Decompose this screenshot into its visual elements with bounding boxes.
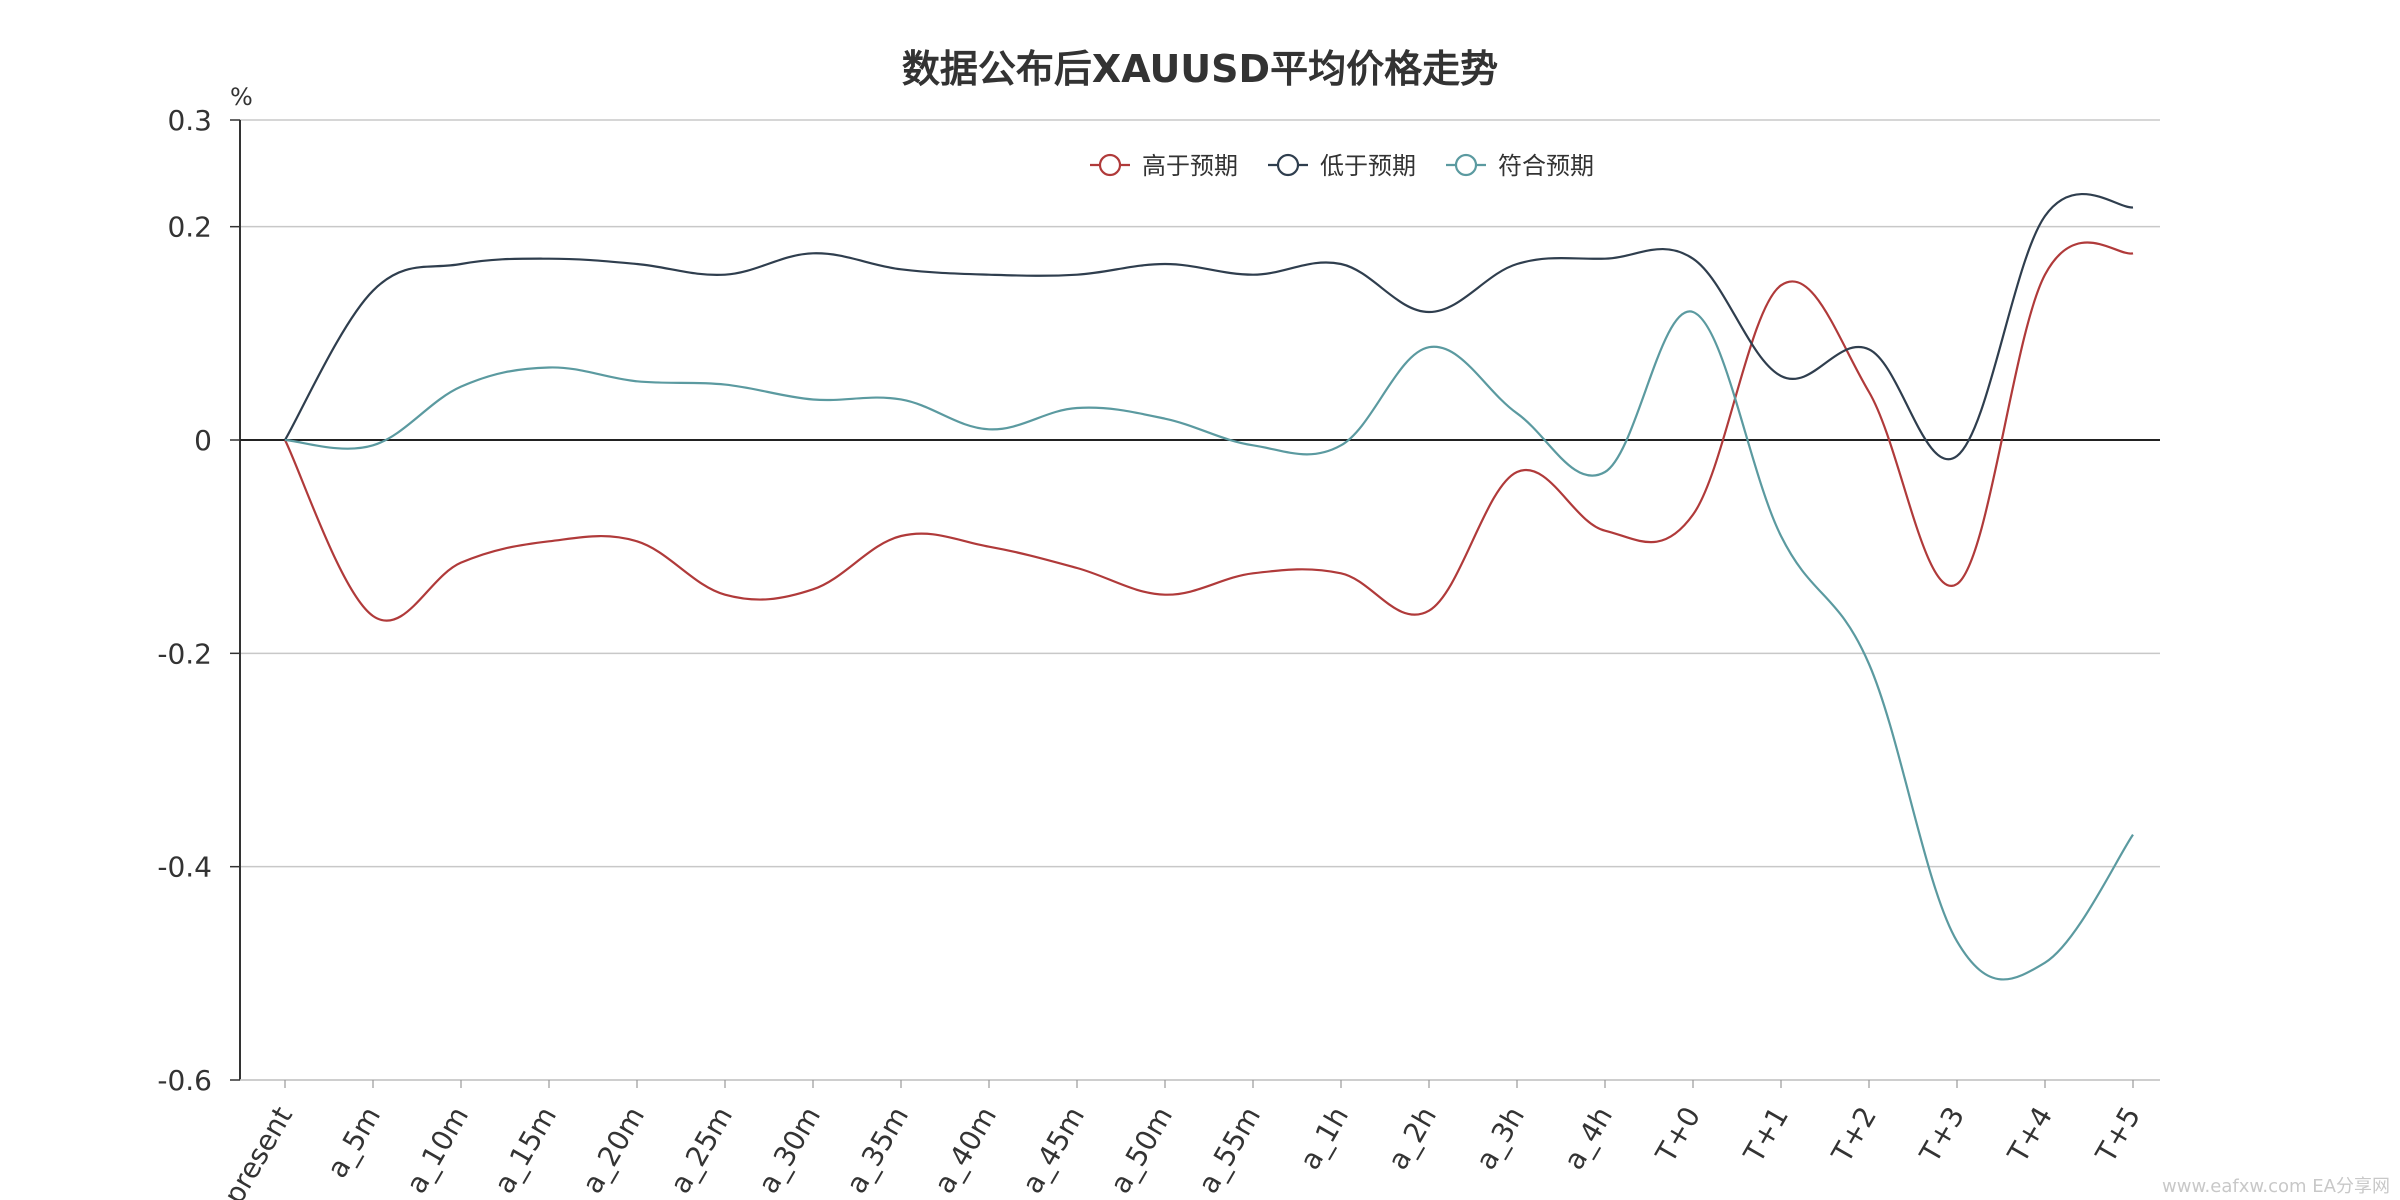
x-tick-label: a_15m xyxy=(487,1101,563,1199)
x-tick-label: a_5m xyxy=(320,1101,387,1184)
series-line-0 xyxy=(284,241,2134,622)
y-tick-label: 0.2 xyxy=(167,211,212,244)
x-tick-label: a_10m xyxy=(399,1101,475,1199)
chart-title: 数据公布后XAUUSD平均价格走势 xyxy=(902,47,1498,91)
x-tick-label: a_35m xyxy=(839,1101,915,1199)
x-tick-label: a_40m xyxy=(927,1101,1003,1199)
legend-item-2[interactable]: 符合预期 xyxy=(1446,152,1594,180)
x-tick-label: present xyxy=(217,1101,299,1200)
series-line-1 xyxy=(284,193,2134,461)
legend-circle-icon xyxy=(1098,153,1122,177)
y-tick-label: -0.6 xyxy=(157,1064,212,1097)
x-tick-label: a_4h xyxy=(1557,1101,1619,1175)
legend-circle-icon xyxy=(1454,153,1478,177)
x-tick-label: a_1h xyxy=(1293,1101,1355,1175)
x-tick-label: a_50m xyxy=(1103,1101,1179,1199)
legend-circle-icon xyxy=(1276,153,1300,177)
x-tick-label: T+4 xyxy=(2001,1101,2059,1169)
series-lines xyxy=(284,193,2134,981)
legend-item-1[interactable]: 低于预期 xyxy=(1268,152,1416,180)
y-tick-label: -0.2 xyxy=(157,637,212,670)
grid-lines xyxy=(240,119,2160,1081)
y-tick-label: -0.4 xyxy=(157,851,212,884)
x-axis-ticks: present a_5m a_10m a_15m a_20m a_25m a_30m a_35… xyxy=(217,1080,2147,1200)
legend-label: 符合预期 xyxy=(1498,152,1594,180)
x-tick-label: T+5 xyxy=(2089,1101,2147,1169)
x-tick-label: a_55m xyxy=(1191,1101,1267,1199)
legend-label: 高于预期 xyxy=(1142,152,1238,180)
x-tick-label: a_3h xyxy=(1469,1101,1531,1175)
x-tick-label: T+3 xyxy=(1913,1101,1971,1169)
x-tick-label: T+2 xyxy=(1825,1101,1883,1169)
axes xyxy=(239,120,2160,1081)
x-tick-label: a_2h xyxy=(1381,1101,1443,1175)
y-axis-unit: % xyxy=(230,83,253,111)
x-tick-label: a_25m xyxy=(663,1101,739,1199)
series-line-2 xyxy=(284,310,2134,981)
y-axis-ticks: 0.3 0.2 0 -0.2 -0.4 -0.6 xyxy=(157,104,240,1097)
x-tick-label: T+1 xyxy=(1737,1101,1795,1169)
y-tick-label: 0.3 xyxy=(167,104,212,137)
x-tick-label: a_45m xyxy=(1015,1101,1091,1199)
watermark: www.eafxw.com EA分享网 xyxy=(2162,1176,2390,1197)
legend-item-0[interactable]: 高于预期 xyxy=(1090,152,1238,180)
y-tick-label: 0 xyxy=(194,424,212,457)
x-tick-label: a_30m xyxy=(751,1101,827,1199)
legend: 高于预期 低于预期 符合预期 xyxy=(1090,152,1594,180)
x-tick-label: T+0 xyxy=(1649,1101,1707,1169)
x-tick-label: a_20m xyxy=(575,1101,651,1199)
legend-label: 低于预期 xyxy=(1320,152,1416,180)
